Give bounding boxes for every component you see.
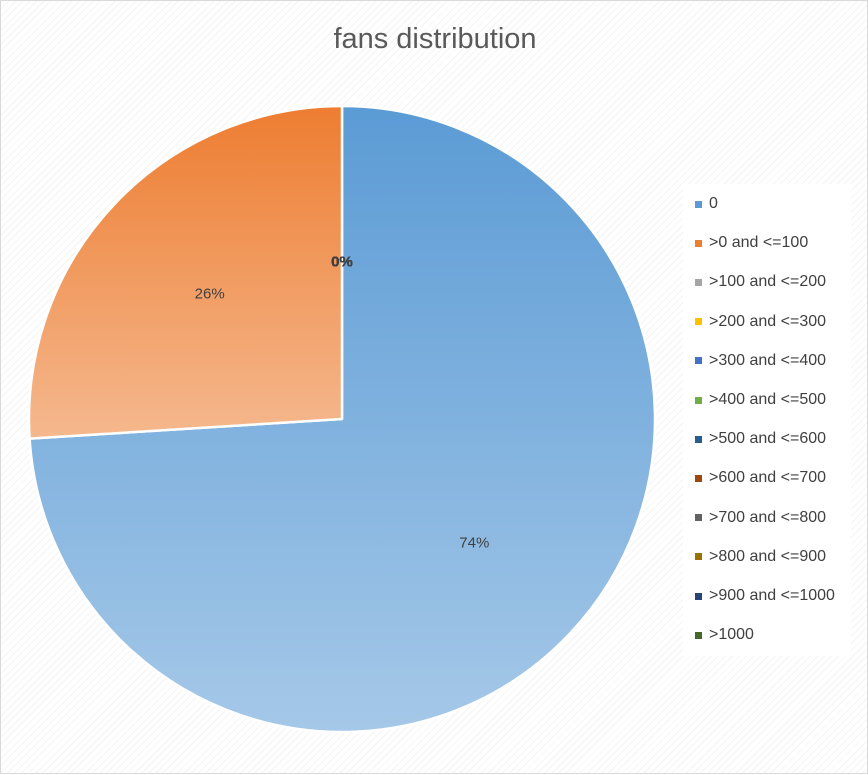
legend-item: >1000 bbox=[695, 623, 754, 647]
legend-item: >100 and <=200 bbox=[695, 270, 826, 294]
data-label: 0% bbox=[331, 253, 353, 270]
data-label: 0% bbox=[331, 253, 353, 270]
data-label: 0% bbox=[331, 253, 353, 270]
data-label: 0% bbox=[331, 253, 353, 270]
chart-legend: 0 >0 and <=100 >100 and <=200 >200 and <=30… bbox=[683, 184, 851, 656]
legend-swatch bbox=[695, 357, 702, 365]
legend-item: >500 and <=600 bbox=[695, 427, 826, 451]
legend-swatch bbox=[695, 239, 702, 247]
chart-title: fans distribution bbox=[333, 23, 537, 55]
legend-swatch bbox=[695, 278, 702, 286]
legend-item: >700 and <=800 bbox=[695, 506, 826, 530]
data-label: 0% bbox=[331, 253, 353, 270]
data-label: 74% bbox=[459, 534, 489, 551]
legend-label: >900 and <=1000 bbox=[709, 587, 835, 604]
legend-item: >300 and <=400 bbox=[695, 349, 826, 373]
legend-swatch bbox=[695, 396, 702, 404]
data-label: 0% bbox=[331, 253, 353, 270]
legend-swatch bbox=[695, 200, 702, 208]
legend-swatch bbox=[695, 631, 702, 639]
legend-label: >800 and <=900 bbox=[709, 547, 827, 565]
legend-label: >100 and <=200 bbox=[709, 273, 827, 291]
legend-label: >0 and <=100 bbox=[709, 234, 809, 252]
data-label: 0% bbox=[331, 253, 353, 270]
legend-label: >300 and <=400 bbox=[709, 351, 827, 369]
legend-label: 0 bbox=[709, 195, 718, 212]
data-label: 0% bbox=[331, 253, 353, 270]
data-label: 0% bbox=[331, 253, 353, 270]
legend-swatch bbox=[695, 474, 702, 482]
legend-swatch bbox=[695, 318, 702, 326]
legend-swatch bbox=[695, 553, 702, 561]
legend-swatch bbox=[695, 514, 702, 522]
legend-swatch bbox=[695, 435, 702, 443]
legend-label: >600 and <=700 bbox=[709, 469, 827, 487]
legend-item: >0 and <=100 bbox=[695, 231, 808, 255]
legend-label: >1000 bbox=[709, 626, 754, 644]
legend-item: >200 and <=300 bbox=[695, 310, 826, 334]
legend-label: >700 and <=800 bbox=[709, 508, 827, 526]
legend-label: >500 and <=600 bbox=[709, 430, 827, 448]
data-label: 0% bbox=[331, 253, 353, 270]
legend-item: >600 and <=700 bbox=[695, 466, 826, 490]
data-label: 26% bbox=[195, 286, 225, 303]
legend-item: >900 and <=1000 bbox=[695, 584, 835, 608]
legend-item: >400 and <=500 bbox=[695, 388, 826, 412]
legend-label: >400 and <=500 bbox=[709, 391, 827, 408]
legend-item: >800 and <=900 bbox=[695, 545, 826, 569]
pie-slice bbox=[27, 104, 344, 440]
legend-item: 0 bbox=[695, 192, 718, 216]
legend-label: >200 and <=300 bbox=[709, 312, 827, 330]
legend-swatch bbox=[695, 592, 702, 600]
